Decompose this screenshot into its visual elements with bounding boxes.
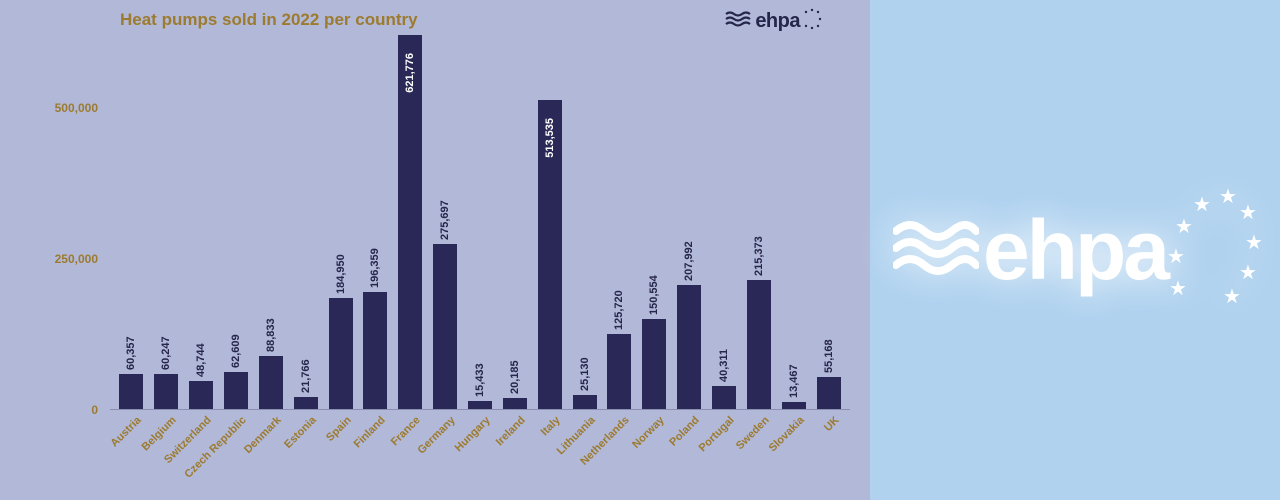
ehpa-logo-large: ehpa ★ ★ ★ ★ ★ ★ ★ ★ ★ bbox=[893, 185, 1257, 315]
bar-wrap: 207,992Poland bbox=[672, 285, 707, 410]
bar-wrap: 621,776France bbox=[393, 35, 428, 410]
bar: 125,720 bbox=[607, 334, 631, 410]
bar-value-label: 125,720 bbox=[613, 290, 625, 330]
bar-category-label: Slovakia bbox=[762, 410, 806, 454]
bar-category-label: Sweden bbox=[729, 410, 771, 452]
bar: 150,554 bbox=[642, 319, 666, 410]
bar-category-label: Ireland bbox=[489, 410, 527, 448]
baseline bbox=[110, 409, 850, 410]
bar-wrap: 275,697Germany bbox=[428, 244, 463, 410]
bar: 25,130 bbox=[573, 395, 597, 410]
chart-panel: Heat pumps sold in 2022 per country ehpa… bbox=[0, 0, 870, 500]
bar: 275,697 bbox=[433, 244, 457, 410]
bar-wrap: 62,609Czech Republic bbox=[219, 372, 254, 410]
bar-value-label: 13,467 bbox=[788, 364, 800, 398]
waves-icon-large bbox=[893, 217, 979, 284]
bar-value-label: 60,357 bbox=[125, 336, 137, 370]
bar: 513,535 bbox=[538, 100, 562, 410]
bar-wrap: 60,357Austria bbox=[114, 374, 149, 410]
y-tick-label: 0 bbox=[8, 403, 98, 417]
bar-value-label: 15,433 bbox=[474, 363, 486, 397]
bar-category-label: Finland bbox=[348, 410, 388, 450]
bar-category-label: Denmark bbox=[238, 410, 284, 456]
bar-value-label: 184,950 bbox=[335, 255, 347, 295]
bar-value-label: 88,833 bbox=[265, 319, 277, 353]
bar-wrap: 40,311Portugal bbox=[707, 386, 742, 410]
bar-value-label: 215,373 bbox=[753, 236, 765, 276]
bar: 215,373 bbox=[747, 280, 771, 410]
bar: 40,311 bbox=[712, 386, 736, 410]
bar-wrap: 184,950Spain bbox=[323, 298, 358, 410]
bars-container: 60,357Austria60,247Belgium48,744Switzerl… bbox=[110, 30, 850, 410]
bar: 60,357 bbox=[119, 374, 143, 410]
bar: 184,950 bbox=[329, 298, 353, 410]
bar: 207,992 bbox=[677, 285, 701, 410]
bar-category-label: Portugal bbox=[692, 410, 736, 454]
bar: 62,609 bbox=[224, 372, 248, 410]
bar-wrap: 48,744Switzerland bbox=[184, 381, 219, 410]
bar-value-label: 62,609 bbox=[230, 335, 242, 369]
bar-wrap: 88,833Denmark bbox=[253, 356, 288, 410]
bar-value-label: 20,185 bbox=[509, 360, 521, 394]
bar-value-label: 150,554 bbox=[648, 275, 660, 315]
bar: 60,247 bbox=[154, 374, 178, 410]
bar-wrap: 196,359Finland bbox=[358, 292, 393, 410]
bar-wrap: 55,168UK bbox=[811, 377, 846, 410]
bar-wrap: 215,373Sweden bbox=[741, 280, 776, 410]
chart-title: Heat pumps sold in 2022 per country bbox=[120, 10, 418, 30]
bar-wrap: 25,130Lithuania bbox=[567, 395, 602, 410]
bar-value-label: 275,697 bbox=[439, 200, 451, 240]
bar-value-label: 55,168 bbox=[823, 339, 835, 373]
stars-arc: ★ ★ ★ ★ ★ ★ ★ ★ ★ bbox=[1167, 185, 1257, 315]
logo-panel: ehpa ★ ★ ★ ★ ★ ★ ★ ★ ★ bbox=[870, 0, 1280, 500]
bar-wrap: 513,535Italy bbox=[532, 100, 567, 410]
bar-value-label: 21,766 bbox=[300, 359, 312, 393]
plot-area: 60,357Austria60,247Belgium48,744Switzerl… bbox=[110, 30, 850, 410]
bar: 48,744 bbox=[189, 381, 213, 410]
bar: 88,833 bbox=[259, 356, 283, 410]
y-tick-label: 500,000 bbox=[8, 101, 98, 115]
bar-value-label: 513,535 bbox=[544, 118, 556, 158]
bar-value-label: 196,359 bbox=[369, 248, 381, 288]
bar-category-label: UK bbox=[817, 410, 841, 434]
bar-value-label: 60,247 bbox=[160, 336, 172, 370]
bar: 196,359 bbox=[363, 292, 387, 410]
bar-value-label: 48,744 bbox=[195, 343, 207, 377]
bar: 621,776 bbox=[398, 35, 422, 410]
logo-text-large: ehpa bbox=[983, 208, 1167, 292]
bar-wrap: 60,247Belgium bbox=[149, 374, 184, 410]
bar-category-label: Estonia bbox=[278, 410, 319, 451]
bar-category-label: Hungary bbox=[448, 410, 492, 454]
y-tick-label: 250,000 bbox=[8, 252, 98, 266]
bar-value-label: 40,311 bbox=[718, 349, 730, 382]
bar-value-label: 25,130 bbox=[579, 357, 591, 391]
bar-category-label: Germany bbox=[411, 410, 457, 456]
bar-category-label: Italy bbox=[534, 410, 562, 438]
bar-value-label: 207,992 bbox=[683, 241, 695, 281]
bar: 55,168 bbox=[817, 377, 841, 410]
bar-wrap: 125,720Netherlands bbox=[602, 334, 637, 410]
bar-wrap: 150,554Norway bbox=[637, 319, 672, 410]
bar-category-label: Norway bbox=[626, 410, 667, 451]
bar-value-label: 621,776 bbox=[404, 53, 416, 93]
